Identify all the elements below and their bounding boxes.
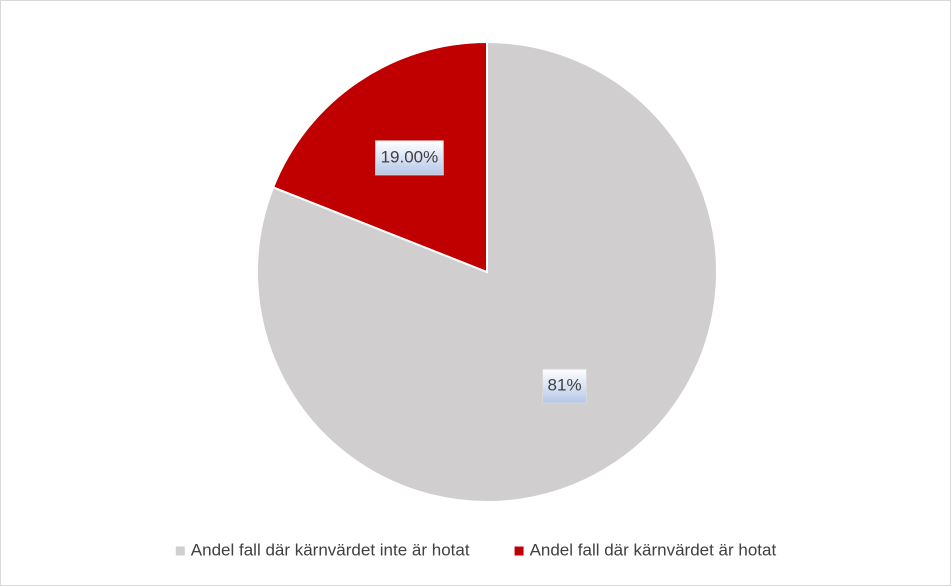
- pie-slice: [256, 40, 718, 503]
- legend-swatch: [175, 546, 185, 556]
- data-label-box: [375, 140, 444, 176]
- legend-swatch: [514, 546, 524, 556]
- data-label: 19.00%: [381, 147, 439, 166]
- legend-label: Andel fall där kärnvärdet inte är hotat: [191, 540, 470, 559]
- data-label: 81%: [548, 376, 582, 395]
- legend-label: Andel fall där kärnvärdet är hotat: [530, 540, 777, 559]
- data-label-box: [542, 368, 588, 404]
